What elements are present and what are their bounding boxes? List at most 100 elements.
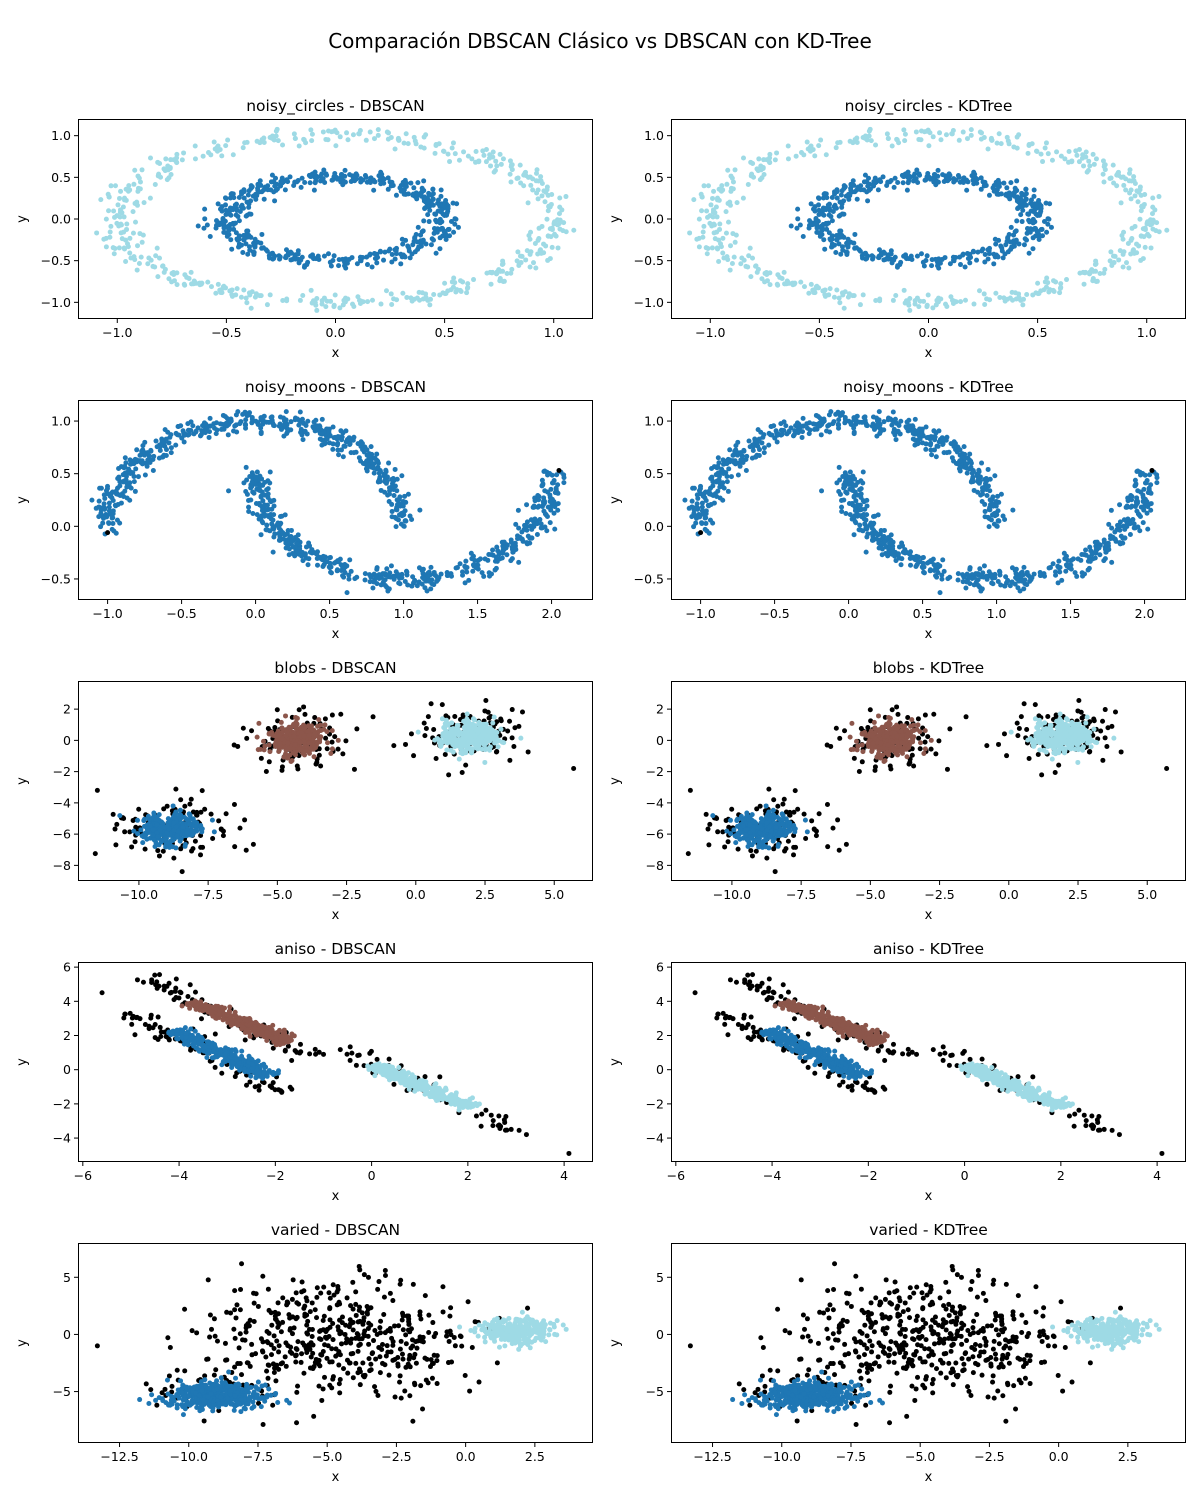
data-point [963, 585, 969, 591]
data-point [494, 544, 500, 550]
data-point [431, 226, 437, 232]
data-point [144, 463, 150, 469]
data-point [334, 175, 340, 181]
data-point [998, 582, 1004, 588]
data-point [833, 145, 839, 151]
data-point [437, 216, 443, 222]
data-point [1115, 170, 1121, 176]
data-point [920, 433, 926, 439]
data-point [933, 182, 939, 188]
data-point [1044, 229, 1050, 235]
data-point [821, 237, 827, 243]
data-point [979, 248, 985, 254]
data-point [246, 504, 252, 510]
data-point [700, 229, 706, 235]
data-point [414, 192, 420, 198]
data-point [107, 229, 113, 235]
data-point [848, 421, 854, 427]
data-point [358, 298, 364, 304]
data-point [393, 192, 399, 198]
data-point [708, 202, 714, 208]
data-point [465, 281, 471, 287]
data-point [288, 527, 294, 533]
data-point [200, 153, 206, 159]
data-point [118, 188, 124, 194]
data-point [750, 161, 756, 167]
data-point [111, 208, 117, 214]
data-point [240, 145, 246, 151]
data-point [319, 431, 325, 437]
data-point [308, 287, 314, 293]
data-point [814, 426, 820, 432]
data-point [850, 473, 856, 479]
data-point [914, 295, 920, 301]
data-point [549, 472, 555, 478]
data-point [1041, 219, 1047, 225]
data-point [170, 803, 176, 809]
data-point [841, 211, 847, 217]
data-point [936, 428, 942, 434]
data-point [494, 163, 500, 169]
data-point [336, 452, 342, 458]
data-point [873, 536, 879, 542]
data-point [471, 277, 477, 283]
data-point [726, 219, 732, 225]
data-point [130, 230, 136, 236]
data-point [1149, 211, 1155, 217]
data-point [243, 241, 249, 247]
data-point [270, 549, 276, 555]
data-point [936, 439, 942, 445]
data-point [231, 195, 237, 201]
data-point [135, 474, 141, 480]
data-point [563, 194, 569, 200]
data-point [719, 466, 725, 472]
data-point [246, 244, 252, 250]
data-point [930, 134, 936, 140]
data-point [463, 558, 469, 564]
data-point [1087, 544, 1093, 550]
data-point [1094, 278, 1100, 284]
data-point [113, 530, 119, 536]
data-point [165, 167, 171, 173]
data-point [332, 292, 338, 298]
data-point [337, 305, 343, 311]
data-point [98, 524, 104, 530]
data-point [960, 579, 966, 585]
data-point [228, 418, 234, 424]
data-point [346, 576, 352, 582]
data-point [306, 556, 312, 562]
data-point [399, 473, 405, 479]
data-point [805, 425, 811, 431]
data-point [862, 506, 868, 512]
data-point [451, 275, 457, 281]
data-point [165, 840, 171, 846]
data-point [127, 250, 133, 256]
data-point [933, 454, 939, 460]
data-point [691, 524, 697, 530]
data-point [924, 253, 930, 259]
data-point [369, 264, 375, 270]
data-point [1131, 521, 1137, 527]
data-point [1066, 149, 1072, 154]
data-point [432, 150, 438, 156]
data-point [365, 299, 371, 305]
data-point [389, 259, 395, 265]
data-point [154, 822, 160, 828]
data-point [397, 185, 403, 191]
data-point [821, 418, 827, 424]
data-point [1025, 150, 1031, 156]
data-point [295, 549, 301, 555]
data-point [470, 568, 476, 574]
data-point [421, 145, 427, 151]
data-point [1117, 527, 1123, 533]
data-point [961, 574, 967, 580]
x-axis-label: x [332, 627, 340, 642]
data-point [846, 196, 852, 202]
data-point [1012, 290, 1018, 296]
data-point [409, 583, 415, 589]
data-point [442, 280, 448, 286]
data-point [218, 205, 224, 211]
data-point [748, 274, 754, 280]
data-point [261, 747, 267, 753]
series-1f77b4 [226, 464, 567, 596]
